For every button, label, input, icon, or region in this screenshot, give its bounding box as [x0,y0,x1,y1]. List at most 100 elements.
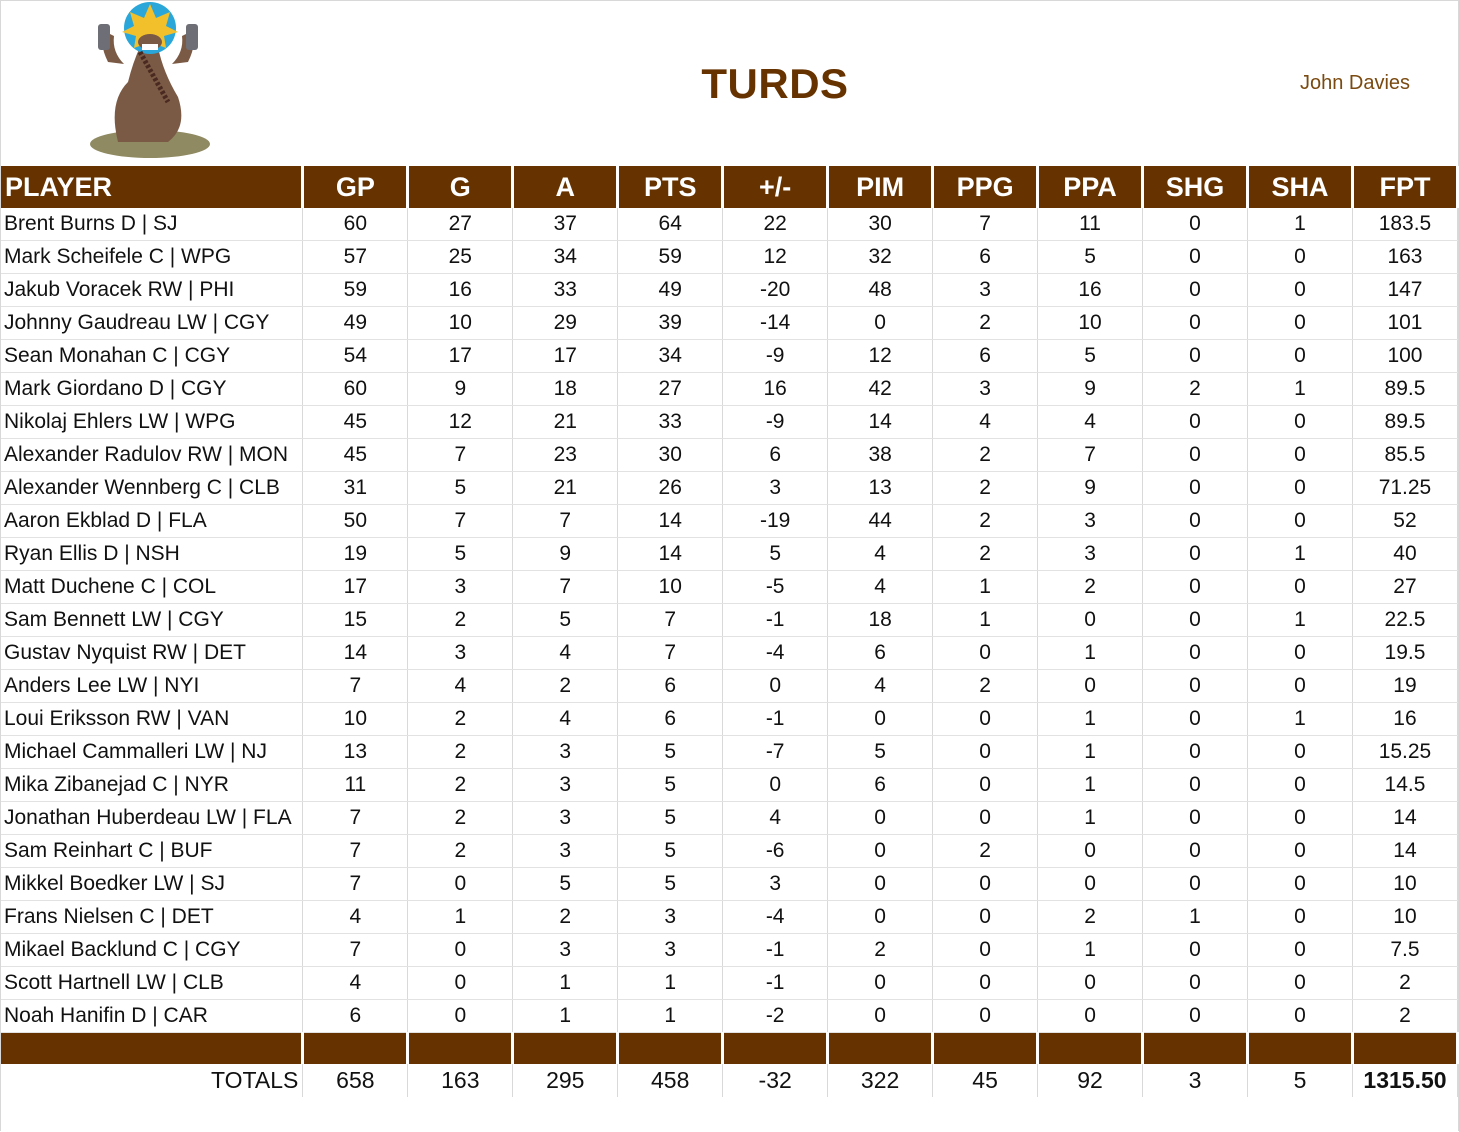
stat-cell: 64 [617,208,724,241]
stat-cell: 3 [512,801,619,835]
stat-cell: -1 [722,603,829,637]
stat-cell: 7 [1037,438,1144,472]
separator-cell [1,1032,305,1064]
stat-cell: 0 [407,933,514,967]
stat-cell: 7 [512,504,619,538]
stat-cell: 6 [302,999,409,1033]
total-cell: 322 [827,1064,934,1097]
stat-cell: 30 [617,438,724,472]
stat-cell: 1 [407,900,514,934]
stat-cell: 89.5 [1352,405,1459,439]
stat-cell: 147 [1352,273,1459,307]
stat-cell: 60 [302,208,409,241]
separator-cell [1352,1032,1459,1064]
stat-cell: 40 [1352,537,1459,571]
stat-cell: 14 [617,537,724,571]
stat-cell: 3 [722,471,829,505]
stat-cell: 15 [302,603,409,637]
stat-cell: 1 [932,603,1039,637]
stat-cell: 2 [512,900,619,934]
stat-cell: 7 [407,504,514,538]
stat-cell: 0 [1247,273,1353,307]
column-header-a: A [512,166,620,208]
table-row: Anders Lee LW | NYI 7 4 2 6 0 4 2 0 0 0 19 [1,669,1459,703]
total-cell: 1315.50 [1352,1064,1459,1097]
separator-cell [932,1032,1040,1064]
stat-cell: 25 [407,240,514,274]
stat-cell: 59 [617,240,724,274]
stat-cell: 59 [302,273,409,307]
stat-cell: -7 [722,735,829,769]
totals-label: TOTALS [1,1064,304,1097]
player-name-cell: Loui Eriksson RW | VAN [1,702,304,736]
stat-cell: 0 [932,768,1039,802]
stat-cell: 33 [512,273,619,307]
column-header-ppg: PPG [932,166,1040,208]
stat-cell: 0 [407,999,514,1033]
stat-cell: 0 [1037,834,1144,868]
stat-cell: 12 [722,240,829,274]
stat-cell: 2 [932,504,1039,538]
player-name-cell: Frans Nielsen C | DET [1,900,304,934]
player-name-cell: Scott Hartnell LW | CLB [1,966,304,1000]
player-name-cell: Sean Monahan C | CGY [1,339,304,373]
stat-cell: 9 [512,537,619,571]
stat-cell: 37 [512,208,619,241]
stat-cell: 5 [617,834,724,868]
stat-cell: 17 [407,339,514,373]
separator-cell [827,1032,935,1064]
player-name-cell: Mika Zibanejad C | NYR [1,768,304,802]
stat-cell: 52 [1352,504,1459,538]
stat-cell: 1 [1247,372,1353,406]
stat-cell: 6 [932,240,1039,274]
stat-cell: 4 [1037,405,1144,439]
stat-cell: 3 [512,834,619,868]
table-row: Frans Nielsen C | DET 4 1 2 3 -4 0 0 2 1 0 10 [1,900,1459,934]
stat-cell: 3 [932,273,1039,307]
player-name-cell: Mikkel Boedker LW | SJ [1,867,304,901]
stat-cell: -9 [722,405,829,439]
table-header-row: PLAYER GP G A PTS +/- PIM PPG PPA SHG SHA FPT [1,166,1459,208]
stat-cell: 0 [1247,636,1353,670]
stat-cell: 1 [1037,768,1144,802]
stat-cell: -4 [722,900,829,934]
stat-cell: -14 [722,306,829,340]
table-row: Noah Hanifin D | CAR 6 0 1 1 -2 0 0 0 0 0 2 [1,999,1459,1033]
stat-cell: 0 [1142,438,1248,472]
player-name-cell: Alexander Radulov RW | MON [1,438,304,472]
stat-cell: 4 [407,669,514,703]
stat-cell: 0 [827,900,934,934]
stat-cell: 4 [512,702,619,736]
column-header-shg: SHG [1142,166,1249,208]
stat-cell: 1 [1247,208,1353,241]
stat-cell: 57 [302,240,409,274]
stat-cell: 0 [722,768,829,802]
stat-cell: 9 [407,372,514,406]
stat-cell: 0 [1142,570,1248,604]
stat-cell: 0 [827,306,934,340]
stat-cell: 0 [1247,306,1353,340]
player-stats-table: PLAYER GP G A PTS +/- PIM PPG PPA SHG SHA FPT Brent… [1,166,1459,1097]
total-cell: 658 [302,1064,409,1097]
stat-cell: 0 [1142,273,1248,307]
stat-cell: 5 [617,867,724,901]
stat-cell: 2 [512,669,619,703]
stat-cell: 3 [512,768,619,802]
stat-cell: 32 [827,240,934,274]
stat-cell: 23 [512,438,619,472]
player-name-cell: Sam Bennett LW | CGY [1,603,304,637]
separator-cell [1142,1032,1249,1064]
stat-cell: 5 [407,537,514,571]
stat-cell: 42 [827,372,934,406]
column-header-plus-minus: +/- [722,166,830,208]
stat-cell: -1 [722,702,829,736]
player-name-cell: Matt Duchene C | COL [1,570,304,604]
table-row: Michael Cammalleri LW | NJ 13 2 3 5 -7 5 0 1 0 0 15… [1,735,1459,769]
stat-cell: 13 [302,735,409,769]
total-cell: 45 [932,1064,1039,1097]
stat-cell: 22 [722,208,829,241]
stat-cell: 1 [1247,603,1353,637]
stat-cell: 2 [407,735,514,769]
stat-cell: 0 [1142,405,1248,439]
stat-cell: 3 [722,867,829,901]
